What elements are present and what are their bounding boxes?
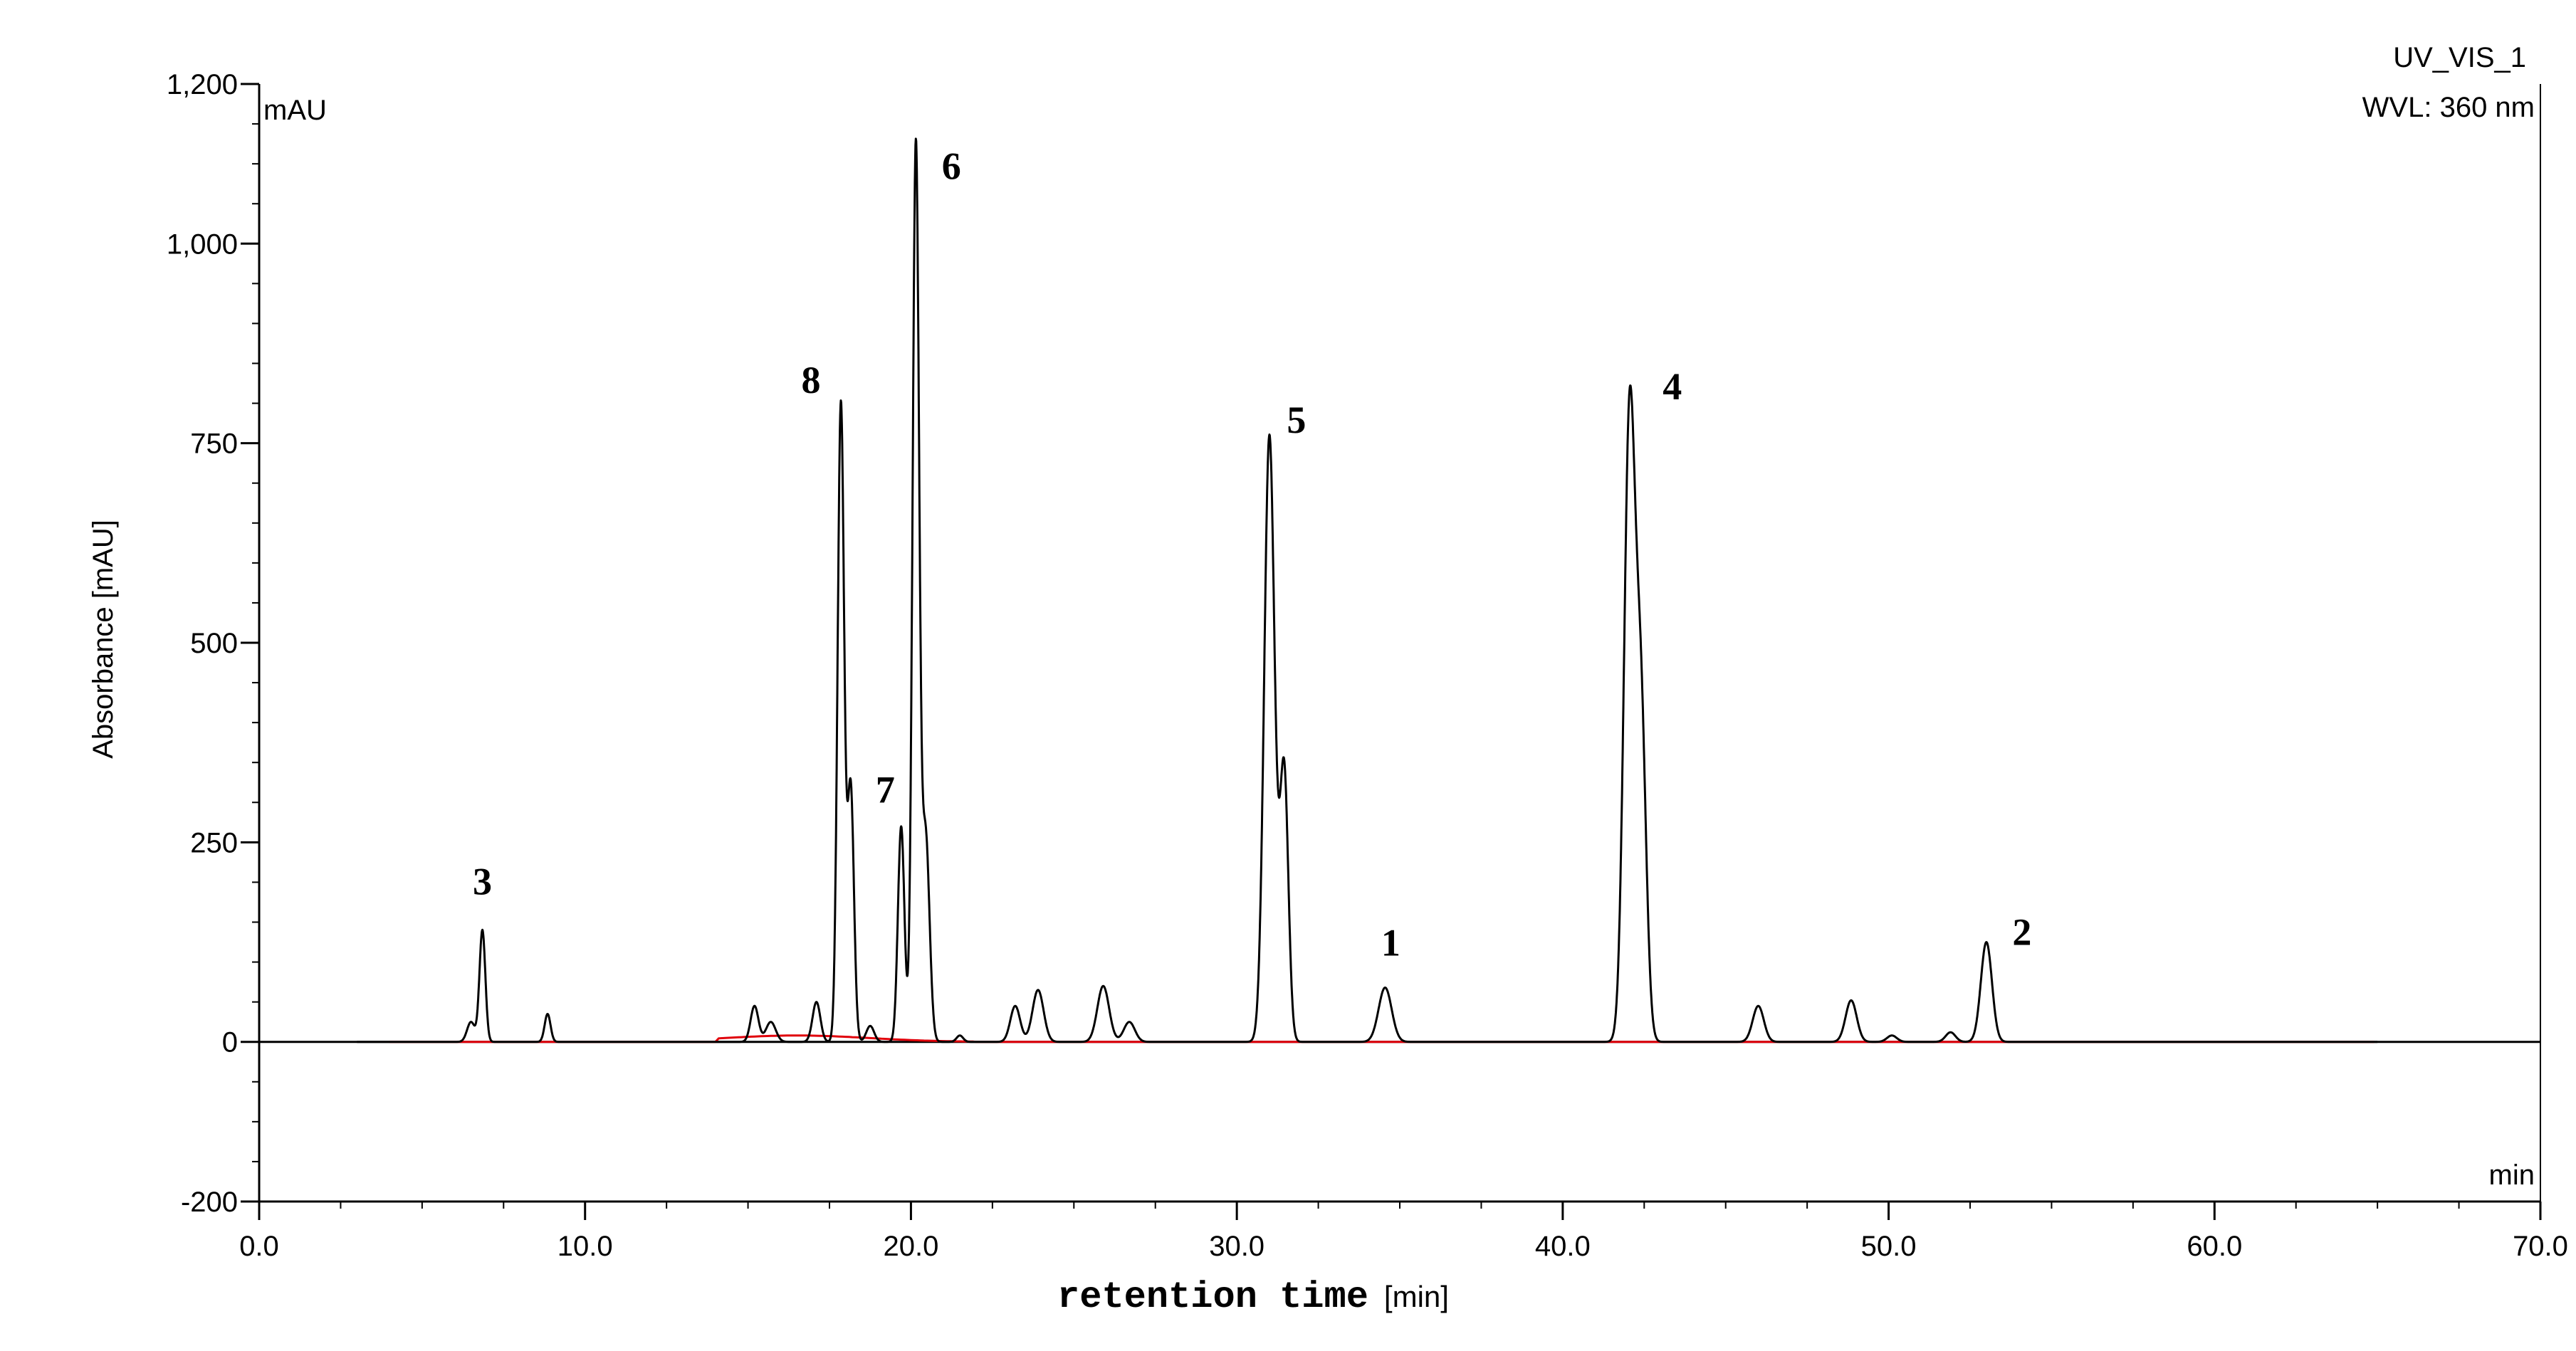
wavelength-label: WVL: 360 nm bbox=[2362, 92, 2535, 123]
y-tick-label: -200 bbox=[181, 1187, 238, 1218]
peak-label-7: 7 bbox=[876, 768, 895, 811]
y-tick-label: 500 bbox=[190, 628, 238, 659]
peak-label-6: 6 bbox=[942, 145, 961, 188]
y-axis-title: Absorbance [mAU] bbox=[88, 520, 119, 759]
axes: -200 0 250 500 750 1,000 1,200 0.0 10.0 20.0 30.0 4… bbox=[167, 69, 2568, 1262]
peak-label-1: 1 bbox=[1381, 921, 1400, 964]
peak-label-3: 3 bbox=[473, 861, 492, 903]
x-tick-label: 60.0 bbox=[2187, 1231, 2242, 1262]
x-tick-label: 0.0 bbox=[239, 1231, 279, 1262]
x-axis-title: retention time [min] bbox=[1057, 1276, 1449, 1318]
y-tick-label: 1,200 bbox=[167, 69, 238, 100]
x-tick-label: 20.0 bbox=[883, 1231, 938, 1262]
x-tick-label: 50.0 bbox=[1861, 1231, 1917, 1262]
signal-trace bbox=[356, 137, 2379, 1044]
x-tick-label: 10.0 bbox=[557, 1231, 613, 1262]
y-tick-label: 250 bbox=[190, 827, 238, 858]
peak-labels: 3 8 7 6 5 1 4 2 bbox=[473, 145, 2031, 964]
channel-label: UV_VIS_1 bbox=[2393, 42, 2526, 73]
x-axis-title-main: retention time bbox=[1057, 1276, 1368, 1318]
x-unit-label: min bbox=[2489, 1160, 2535, 1191]
signal-layer bbox=[356, 137, 2379, 1044]
y-tick-label: 1,000 bbox=[167, 228, 238, 260]
x-axis-title-unit: [min] bbox=[1384, 1280, 1449, 1313]
peak-label-5: 5 bbox=[1287, 399, 1306, 441]
y-unit-label: mAU bbox=[263, 95, 327, 126]
peak-label-2: 2 bbox=[2012, 911, 2031, 954]
peak-label-4: 4 bbox=[1663, 365, 1682, 408]
peak-label-8: 8 bbox=[802, 359, 821, 401]
y-tick-label: 750 bbox=[190, 429, 238, 460]
x-tick-label: 40.0 bbox=[1535, 1231, 1591, 1262]
x-tick-label: 70.0 bbox=[2513, 1231, 2568, 1262]
y-tick-label: 0 bbox=[222, 1027, 238, 1058]
x-tick-label: 30.0 bbox=[1209, 1231, 1265, 1262]
